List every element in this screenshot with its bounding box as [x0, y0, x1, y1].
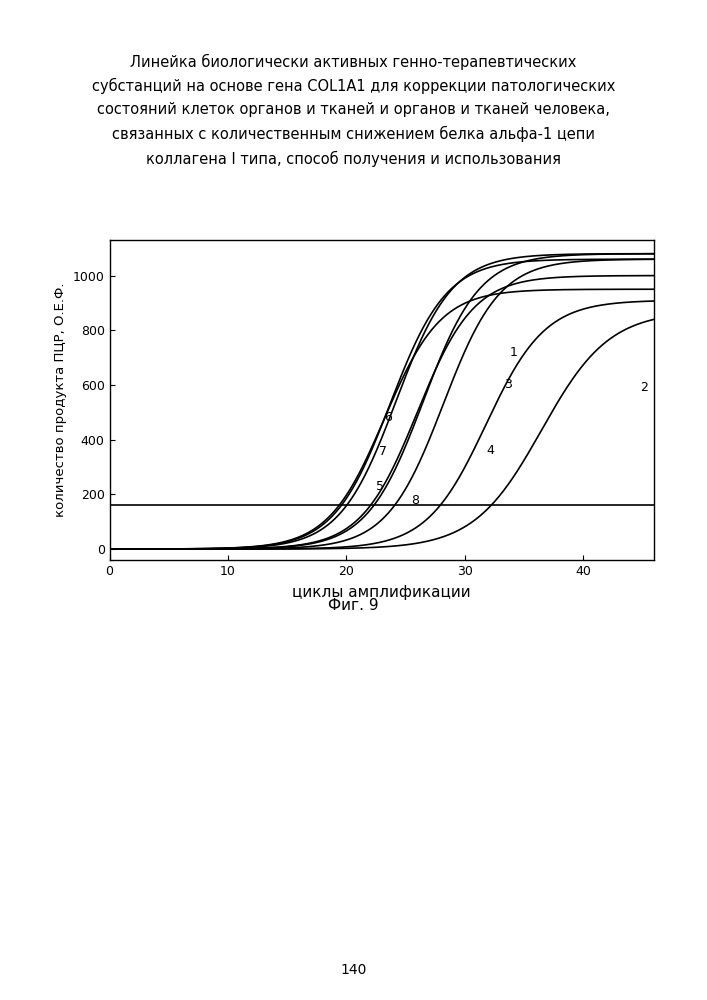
Text: 7: 7 [380, 445, 387, 458]
Text: 3: 3 [503, 378, 512, 391]
Text: 8: 8 [411, 494, 419, 507]
Text: 2: 2 [640, 381, 648, 394]
Text: 1: 1 [510, 346, 518, 359]
X-axis label: циклы амплификации: циклы амплификации [293, 585, 471, 600]
Text: Линейка биологически активных генно-терапевтических
субстанций на основе гена CO: Линейка биологически активных генно-тера… [92, 53, 615, 167]
Text: 140: 140 [340, 963, 367, 977]
Y-axis label: количество продукта ПЦР, О.Е.Ф.: количество продукта ПЦР, О.Е.Ф. [54, 283, 67, 517]
Text: Фиг. 9: Фиг. 9 [328, 597, 379, 612]
Text: 6: 6 [384, 411, 392, 424]
Text: 5: 5 [376, 480, 384, 493]
Text: 4: 4 [486, 444, 493, 457]
